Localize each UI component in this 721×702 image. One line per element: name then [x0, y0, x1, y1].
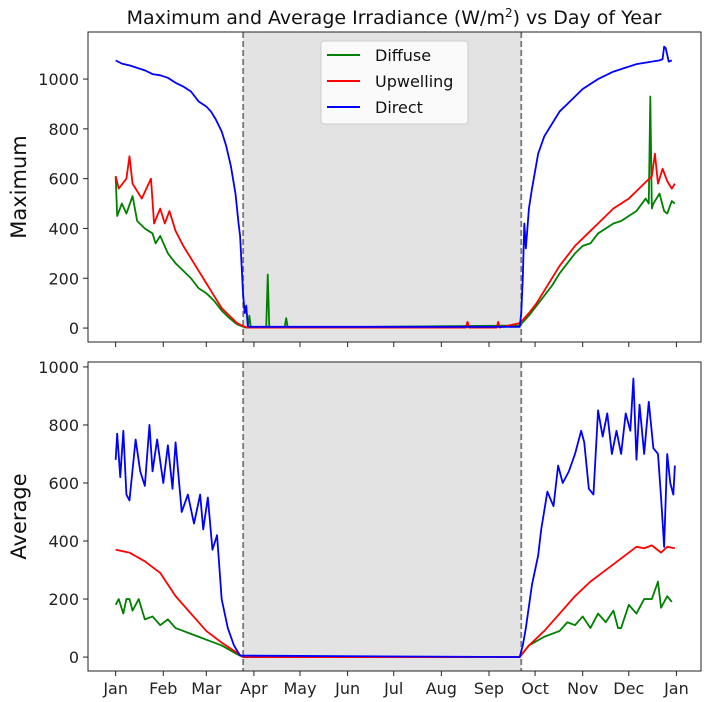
title-main: Maximum and Average Irradiance (W/m — [127, 7, 505, 29]
axes-frame — [87, 361, 702, 672]
y-axis-label: Maximum — [7, 135, 31, 238]
x-tick-label: Mar — [191, 679, 222, 698]
x-tick-label: Jul — [383, 679, 403, 698]
x-tick-label: Apr — [240, 679, 268, 698]
x-tick-label: Dec — [613, 679, 644, 698]
legend: Diffuse Upwelling Direct — [320, 40, 469, 125]
y-tick-label: 200 — [48, 590, 79, 609]
y-tick-label: 600 — [48, 170, 79, 189]
x-tick-label: Oct — [521, 679, 549, 698]
x-tick-label: May — [283, 679, 316, 698]
y-tick-label: 400 — [48, 532, 79, 551]
legend-label-upwelling: Upwelling — [375, 72, 453, 91]
legend-box — [320, 40, 469, 125]
x-tick-label: Sep — [474, 679, 504, 698]
y-tick-label: 0 — [69, 648, 79, 667]
chart-panels: 0 200 400 600 800 1000 Maximum 0 200 400 600 800 100… — [7, 31, 702, 698]
y-tick-label: 200 — [48, 269, 79, 288]
y-axis-label: Average — [7, 473, 31, 559]
x-tick-label: Jan — [102, 679, 128, 698]
shaded-region — [243, 362, 522, 671]
panel-average: 0 200 400 600 800 1000 Jan Feb Mar Apr May Jun Jul Au… — [7, 358, 702, 698]
x-tick-label: Nov — [567, 679, 598, 698]
x-tick-label: Aug — [426, 679, 457, 698]
series-upwelling — [114, 152, 676, 329]
legend-label-diffuse: Diffuse — [375, 46, 431, 65]
series-diffuse — [114, 95, 676, 329]
legend-label-direct: Direct — [375, 98, 423, 117]
axes-frame — [87, 31, 702, 343]
series-direct — [115, 45, 673, 328]
series-direct — [114, 377, 676, 658]
y-tick-label: 1000 — [38, 358, 79, 377]
series-upwelling — [115, 544, 676, 658]
title-superscript: 2 — [505, 6, 513, 20]
y-tick-label: 800 — [48, 120, 79, 139]
x-tick-label: Jun — [334, 679, 360, 698]
title-suffix: ) vs Day of Year — [513, 7, 662, 29]
y-tick-label: 600 — [48, 474, 79, 493]
x-tick-label: Feb — [149, 679, 177, 698]
x-tick-label: Jan — [663, 679, 689, 698]
y-tick-label: 1000 — [38, 70, 79, 89]
y-tick-label: 800 — [48, 416, 79, 435]
y-tick-label: 0 — [69, 319, 79, 338]
y-tick-label: 400 — [48, 219, 79, 238]
chart-title: Maximum and Average Irradiance (W/m2) vs… — [127, 6, 662, 29]
